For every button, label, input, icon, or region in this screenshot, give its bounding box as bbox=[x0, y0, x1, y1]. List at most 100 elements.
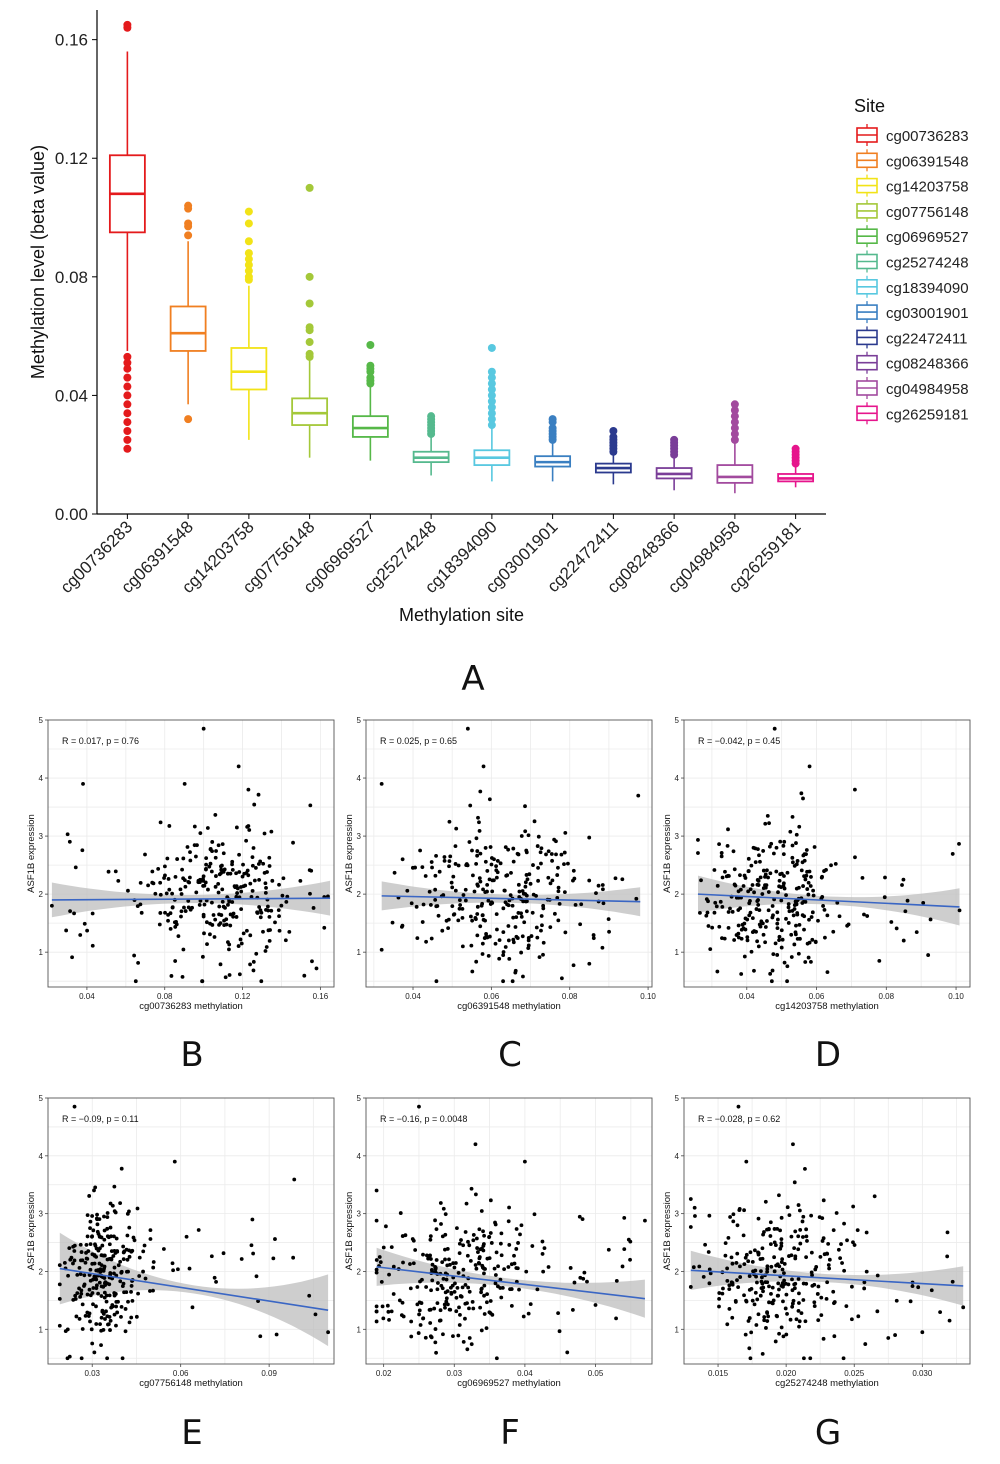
data-point bbox=[473, 1263, 478, 1267]
panel-label-G: G bbox=[815, 1413, 841, 1453]
data-point bbox=[487, 1235, 492, 1239]
data-point bbox=[241, 884, 246, 889]
data-point bbox=[118, 1201, 123, 1206]
data-point bbox=[734, 1261, 739, 1265]
data-point bbox=[783, 1306, 788, 1311]
data-point bbox=[192, 824, 197, 829]
data-point bbox=[809, 875, 813, 879]
data-point bbox=[889, 920, 894, 924]
data-point bbox=[266, 928, 271, 933]
data-point bbox=[735, 1251, 740, 1256]
data-point bbox=[756, 1250, 760, 1255]
data-point bbox=[313, 1312, 318, 1317]
data-point bbox=[802, 914, 807, 919]
data-point bbox=[556, 889, 561, 894]
points bbox=[374, 1104, 647, 1361]
data-point bbox=[493, 941, 498, 946]
data-point bbox=[487, 877, 492, 882]
box-outlier bbox=[366, 367, 375, 376]
data-point bbox=[158, 892, 163, 897]
data-point bbox=[125, 1211, 130, 1216]
data-point bbox=[744, 1252, 749, 1257]
data-point bbox=[440, 928, 445, 933]
data-point bbox=[562, 862, 566, 867]
data-point bbox=[467, 1289, 472, 1294]
data-point bbox=[756, 903, 761, 907]
points bbox=[688, 1104, 966, 1361]
x-tick-label: 0.16 bbox=[313, 992, 329, 1001]
data-point bbox=[562, 850, 567, 855]
y-tick-label: 4 bbox=[357, 774, 362, 783]
data-point bbox=[721, 1286, 725, 1291]
data-point bbox=[761, 868, 766, 873]
panel-border bbox=[683, 1097, 971, 1365]
legend-item: cg03001901 bbox=[856, 301, 969, 324]
data-point bbox=[94, 1268, 99, 1273]
box-outlier bbox=[305, 352, 314, 361]
data-point bbox=[110, 1303, 115, 1307]
data-point bbox=[507, 956, 512, 961]
data-point bbox=[792, 1246, 797, 1251]
data-point bbox=[706, 924, 711, 928]
data-point bbox=[428, 903, 433, 907]
data-point bbox=[247, 828, 252, 832]
data-point bbox=[103, 1280, 108, 1285]
data-point bbox=[171, 1268, 175, 1273]
data-point bbox=[601, 901, 606, 906]
data-point bbox=[739, 972, 744, 976]
data-point bbox=[591, 933, 596, 937]
data-point bbox=[126, 1269, 130, 1274]
data-point bbox=[314, 966, 319, 971]
data-point bbox=[790, 843, 795, 848]
data-point bbox=[798, 1228, 803, 1232]
data-point bbox=[108, 1328, 112, 1332]
data-point bbox=[521, 899, 526, 904]
data-point bbox=[74, 1314, 79, 1319]
data-point bbox=[752, 1302, 757, 1307]
data-point bbox=[182, 781, 187, 786]
data-point bbox=[509, 1304, 514, 1308]
data-point bbox=[256, 792, 261, 797]
data-point bbox=[535, 935, 540, 940]
data-point bbox=[914, 930, 919, 935]
data-point bbox=[785, 870, 790, 875]
x-tick-label: 0.06 bbox=[173, 1369, 189, 1378]
data-point bbox=[271, 1256, 276, 1261]
data-point bbox=[433, 1265, 438, 1270]
data-point bbox=[374, 1188, 379, 1193]
data-point bbox=[799, 791, 804, 796]
data-point bbox=[125, 1257, 130, 1262]
data-point bbox=[797, 1319, 802, 1324]
data-point bbox=[802, 927, 806, 932]
data-point bbox=[536, 878, 540, 883]
y-tick-label: 0.08 bbox=[55, 268, 88, 287]
data-point bbox=[291, 840, 295, 845]
data-point bbox=[98, 1269, 103, 1274]
data-point bbox=[736, 908, 741, 912]
data-point bbox=[506, 924, 511, 928]
data-point bbox=[307, 868, 312, 873]
box-outlier bbox=[487, 379, 496, 388]
data-point bbox=[715, 883, 720, 888]
data-point bbox=[310, 959, 314, 964]
data-point bbox=[151, 1260, 156, 1264]
data-point bbox=[607, 929, 611, 934]
data-point bbox=[420, 920, 425, 924]
data-point bbox=[143, 852, 147, 857]
data-point bbox=[438, 1201, 443, 1205]
data-point bbox=[129, 1289, 133, 1294]
data-point bbox=[794, 841, 798, 845]
data-point bbox=[385, 1303, 390, 1308]
data-point bbox=[810, 1283, 815, 1288]
data-point bbox=[832, 1334, 837, 1339]
data-point bbox=[742, 954, 747, 959]
data-point bbox=[90, 943, 95, 948]
data-point bbox=[762, 1315, 767, 1319]
data-point bbox=[217, 904, 222, 909]
data-point bbox=[415, 1285, 420, 1289]
data-point bbox=[207, 864, 212, 869]
data-point bbox=[957, 841, 961, 846]
data-point bbox=[772, 726, 777, 731]
data-point bbox=[784, 893, 788, 898]
